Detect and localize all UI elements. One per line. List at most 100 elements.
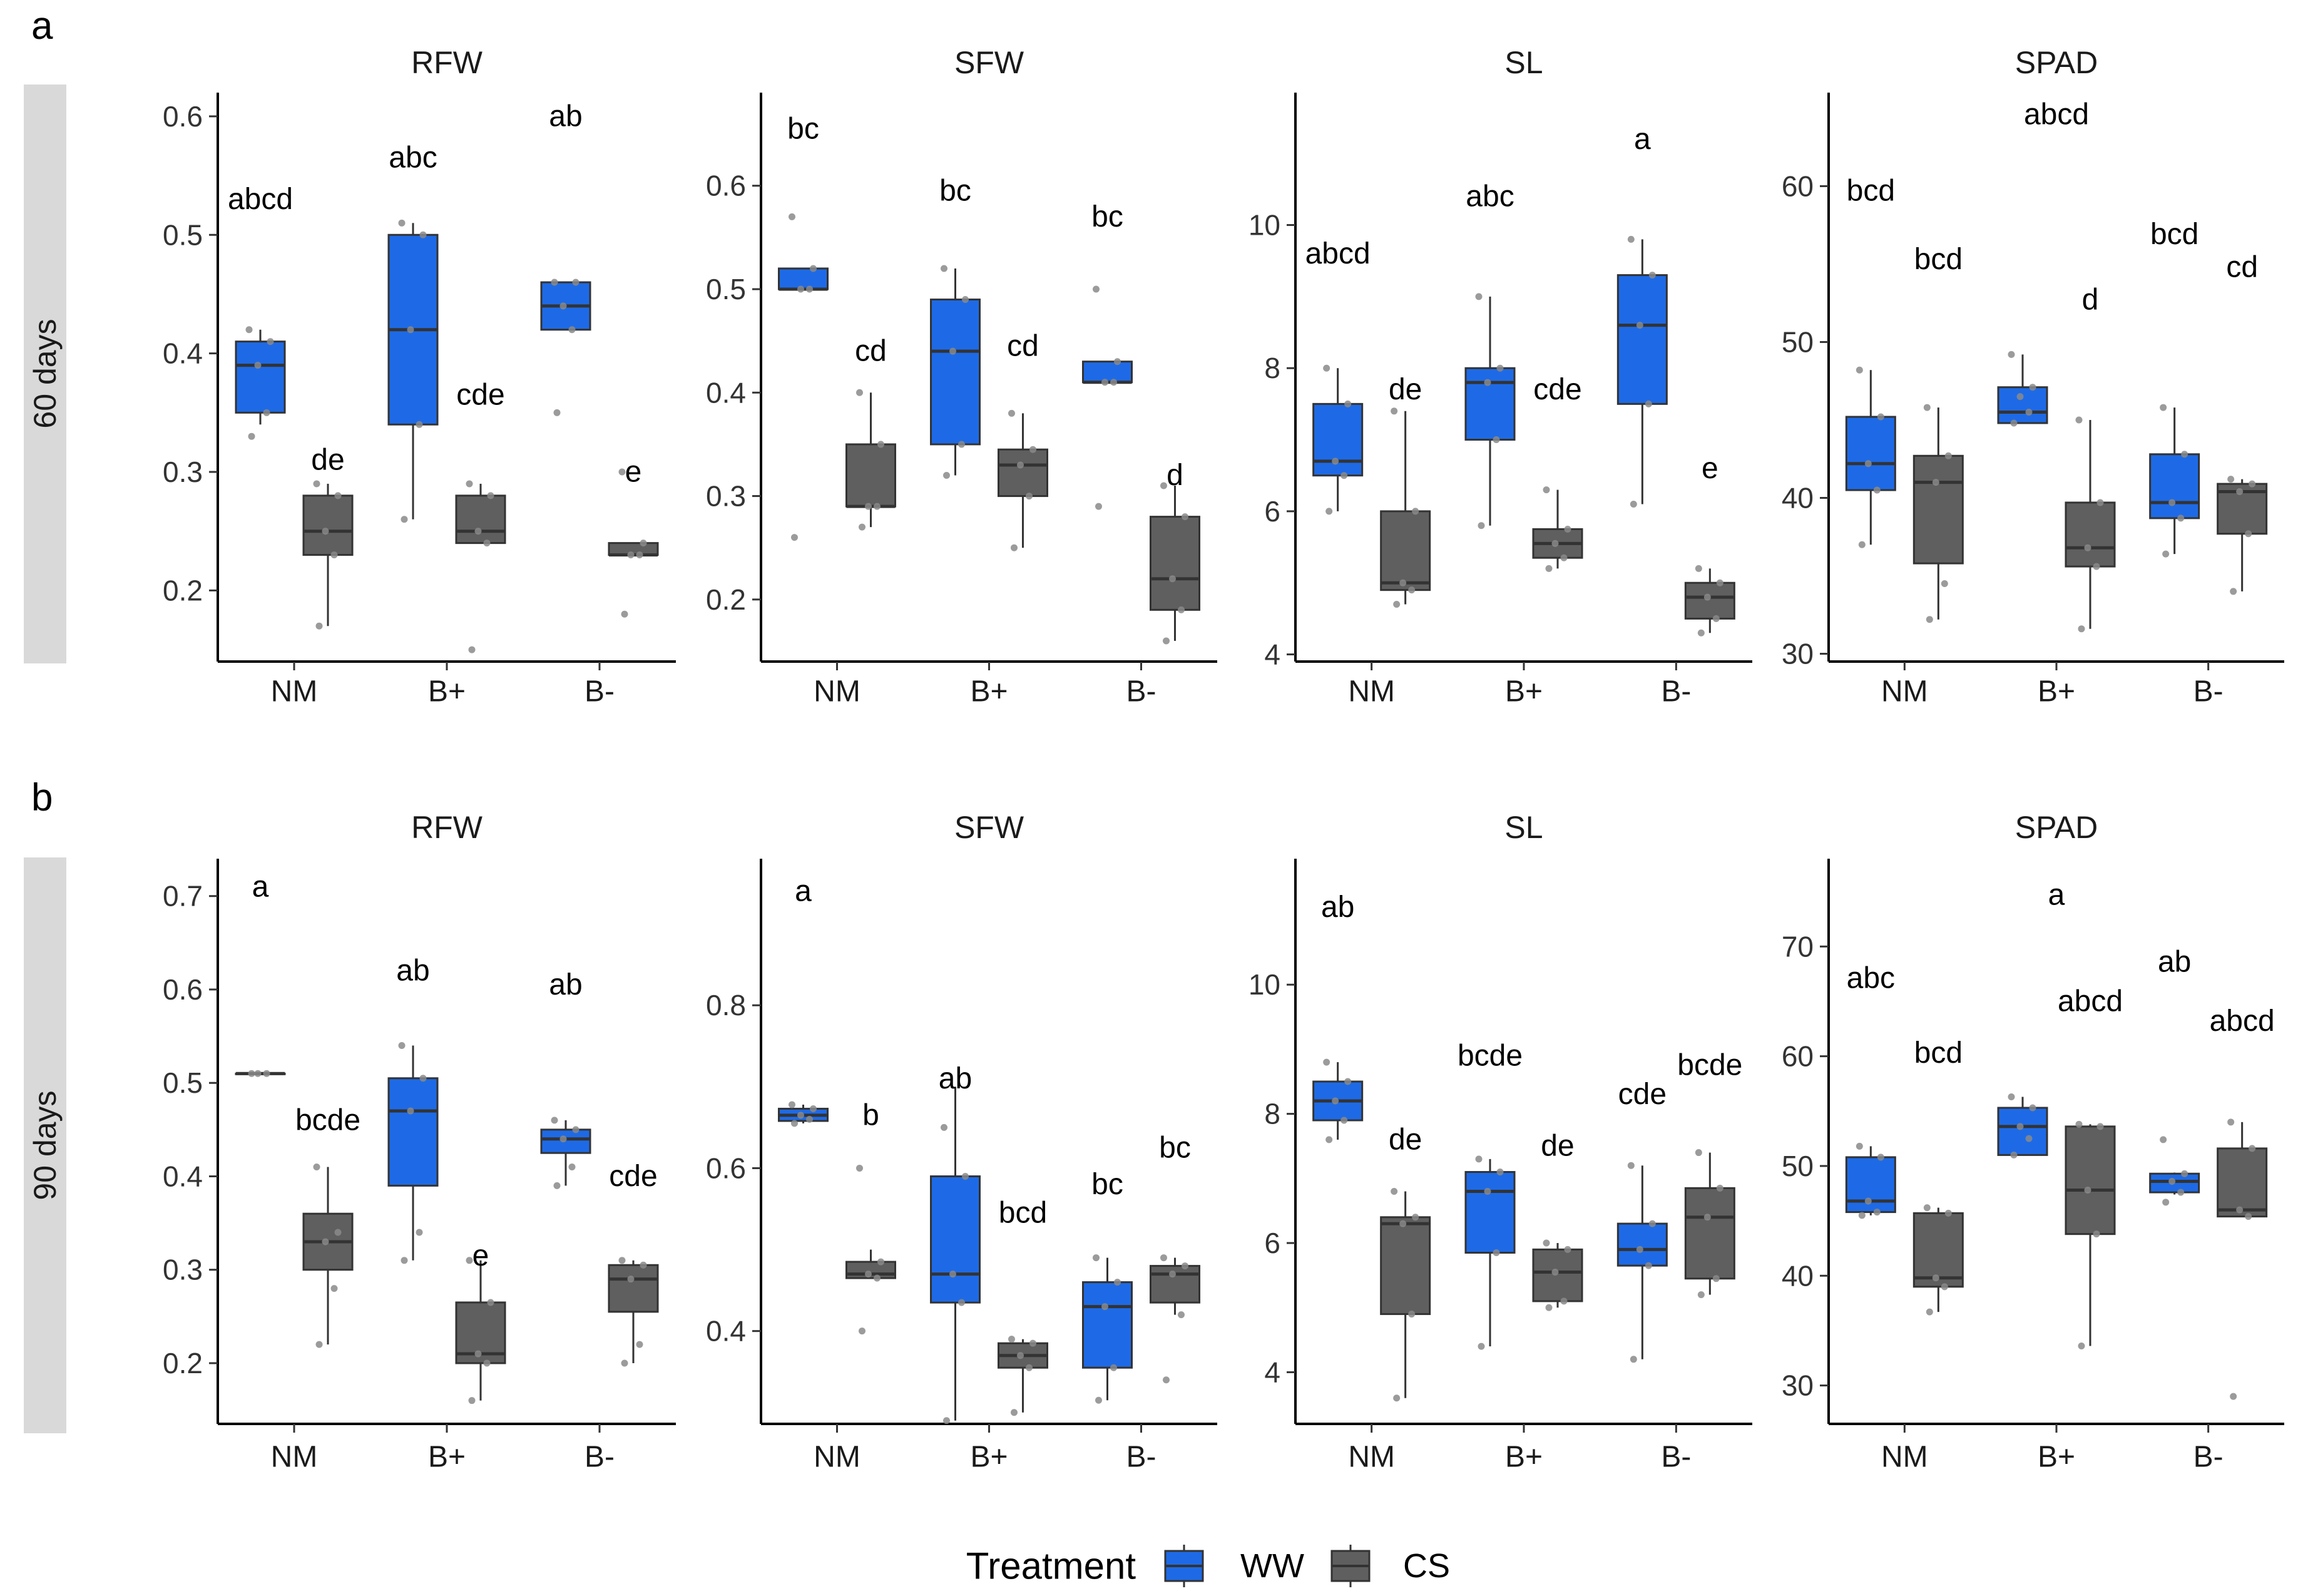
y-tick-label: 8 xyxy=(1264,352,1280,384)
significance-letter: abcd xyxy=(1305,237,1371,270)
data-point xyxy=(2010,419,2018,427)
data-point xyxy=(859,523,866,531)
data-point xyxy=(1543,486,1550,494)
facet-title: SFW xyxy=(954,810,1024,845)
box-cs-nm xyxy=(1912,404,1964,623)
significance-letter: bcd xyxy=(999,1197,1047,1230)
y-tick-label: 40 xyxy=(1782,482,1814,514)
data-point xyxy=(1182,513,1188,521)
data-point xyxy=(1630,500,1637,508)
data-point xyxy=(1564,525,1571,533)
data-point xyxy=(1627,1162,1635,1169)
significance-letter: e xyxy=(1702,452,1718,485)
y-tick-label: 30 xyxy=(1782,1369,1814,1402)
data-point xyxy=(2025,409,2033,416)
data-point xyxy=(2078,1343,2085,1350)
data-point xyxy=(1399,579,1407,586)
y-tick-label: 0.6 xyxy=(163,973,203,1006)
data-point xyxy=(1716,1184,1723,1192)
legend-label-cs: CS xyxy=(1403,1547,1450,1585)
y-tick-label: 10 xyxy=(1248,209,1280,242)
data-point xyxy=(797,285,804,293)
significance-letter: ab xyxy=(549,100,582,133)
data-point xyxy=(1323,1058,1330,1066)
data-point xyxy=(416,421,423,428)
x-tick-label: NM xyxy=(1881,1441,1928,1474)
legend-label-ww: WW xyxy=(1240,1547,1304,1585)
data-point xyxy=(618,1257,626,1264)
data-point xyxy=(1941,1283,1948,1291)
data-point xyxy=(1648,272,1656,279)
box-body xyxy=(1312,402,1364,477)
data-point xyxy=(572,1126,580,1133)
data-point xyxy=(315,622,323,630)
data-point xyxy=(1636,322,1643,329)
significance-letter: abcd xyxy=(2024,98,2089,131)
data-point xyxy=(2008,350,2015,358)
data-point xyxy=(2093,1230,2100,1238)
data-point xyxy=(627,551,635,559)
data-point xyxy=(1560,554,1568,561)
row-strip-background xyxy=(24,84,66,663)
data-point xyxy=(806,1115,813,1123)
data-point xyxy=(2181,451,2188,458)
box-body xyxy=(778,267,829,290)
significance-letter: abc xyxy=(1466,180,1514,213)
box-cs-bminus xyxy=(608,1257,659,1367)
data-point xyxy=(943,472,950,479)
data-point xyxy=(1475,293,1483,300)
data-point xyxy=(401,516,408,523)
significance-letter: de xyxy=(1389,373,1422,406)
box-cs-bminus xyxy=(1684,565,1735,637)
significance-letter: abcd xyxy=(2058,985,2123,1018)
data-point xyxy=(407,1107,414,1115)
significance-letter: d xyxy=(1167,459,1183,492)
box-cs-bplus xyxy=(998,1336,1048,1416)
facet-title: SPAD xyxy=(2015,45,2098,80)
data-point xyxy=(568,326,576,334)
box-cs-bplus xyxy=(1532,486,1583,572)
data-point xyxy=(416,1229,423,1236)
y-tick-label: 50 xyxy=(1782,325,1814,358)
box-ww-bplus xyxy=(1997,350,2048,427)
significance-letter: bcde xyxy=(1677,1049,1742,1082)
x-tick-label: B- xyxy=(585,1441,615,1474)
x-tick-label: B- xyxy=(585,675,615,708)
data-point xyxy=(419,1075,427,1082)
data-point xyxy=(943,1417,950,1425)
data-point xyxy=(1560,1297,1568,1305)
facet-60-days-rfw: RFW 0.2 0.3 0.4 0.5 0.6 NM B+ B-abcd de abc cde ab e xyxy=(163,45,676,708)
y-tick-label: 0.5 xyxy=(163,218,203,251)
data-point xyxy=(1393,601,1401,608)
box-cs-bminus xyxy=(1150,1254,1200,1384)
data-point xyxy=(941,1123,947,1131)
data-point xyxy=(621,610,628,618)
significance-letter: bc xyxy=(1091,200,1123,233)
data-point xyxy=(466,1257,473,1264)
data-point xyxy=(1932,1274,1939,1282)
significance-letter: de xyxy=(311,444,344,477)
data-point xyxy=(1873,486,1881,494)
data-point xyxy=(1114,1279,1121,1286)
box-body xyxy=(1616,1222,1668,1267)
data-point xyxy=(2075,1120,2083,1128)
significance-letter: abcd xyxy=(2210,1005,2275,1038)
data-point xyxy=(1877,413,1884,421)
data-point xyxy=(1645,1262,1652,1269)
data-point xyxy=(2168,1177,2176,1185)
data-point xyxy=(949,347,956,355)
significance-letter: ab xyxy=(396,954,429,988)
legend: Treatment WW CS xyxy=(966,1545,1450,1587)
data-point xyxy=(315,1341,323,1348)
box-ww-bminus xyxy=(2149,404,2200,558)
box-ww-bminus xyxy=(1082,285,1133,510)
x-tick-label: B- xyxy=(1661,675,1691,708)
data-point xyxy=(334,492,342,499)
data-point xyxy=(1163,1376,1170,1384)
box-body xyxy=(2065,501,2116,568)
data-point xyxy=(640,540,647,547)
data-point xyxy=(487,492,494,499)
box-ww-bminus xyxy=(1616,1162,1668,1363)
data-point xyxy=(2084,544,2091,551)
x-tick-label: B+ xyxy=(428,1441,466,1474)
